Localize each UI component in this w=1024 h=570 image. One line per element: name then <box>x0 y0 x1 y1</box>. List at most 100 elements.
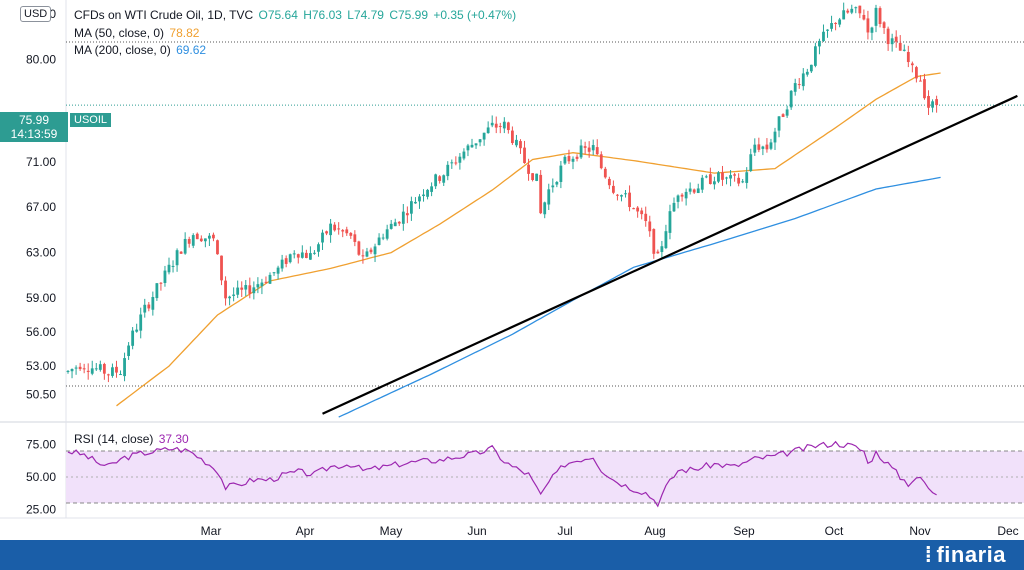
candle <box>208 233 211 247</box>
candle <box>846 8 850 14</box>
candle-body <box>519 141 522 149</box>
candle <box>789 90 793 110</box>
candle <box>745 167 749 189</box>
time-tick-label: Aug <box>644 524 665 538</box>
candle-body <box>551 185 555 188</box>
candle <box>458 153 462 170</box>
candle-body <box>494 123 498 128</box>
candle <box>462 148 466 161</box>
candle-body <box>325 231 328 234</box>
candle-body <box>236 287 240 295</box>
candle-body <box>244 285 248 290</box>
candle-body <box>688 188 692 192</box>
candle <box>240 281 244 298</box>
candle-body <box>931 101 934 108</box>
candle-body <box>260 282 264 287</box>
currency-badge[interactable]: USD <box>20 6 52 22</box>
candle <box>442 174 446 186</box>
legend-rsi[interactable]: RSI (14, close) 37.30 <box>74 432 189 446</box>
candle <box>898 35 902 51</box>
candle-body <box>765 144 769 150</box>
candle-body <box>228 296 231 299</box>
candle <box>676 194 680 209</box>
candle-body <box>660 246 664 253</box>
candle <box>579 139 583 160</box>
price-tick-label: 59.00 <box>26 291 56 305</box>
candle <box>454 156 458 166</box>
legend-ma50[interactable]: MA (50, close, 0) 78.82 <box>74 26 199 40</box>
candle <box>567 149 571 164</box>
candle <box>781 113 785 118</box>
candle <box>179 251 183 254</box>
candle <box>620 194 623 202</box>
candle <box>224 276 227 306</box>
candle <box>381 233 385 241</box>
candle <box>733 172 736 182</box>
candle-body <box>426 189 429 197</box>
candle <box>607 176 611 190</box>
candle-body <box>187 238 191 244</box>
time-tick-label: May <box>380 524 403 538</box>
candle-body <box>434 174 438 187</box>
ma200-value: 69.62 <box>176 43 207 57</box>
candle <box>159 282 163 291</box>
candle-body <box>814 46 817 66</box>
candle <box>519 139 522 154</box>
candle-body <box>898 42 902 51</box>
candle-body <box>906 51 910 63</box>
candle <box>401 204 405 231</box>
candle <box>256 277 260 294</box>
candle-body <box>143 304 147 313</box>
candle-body <box>454 162 458 164</box>
candle-body <box>822 31 825 42</box>
candle <box>74 365 78 375</box>
candle-body <box>834 22 837 24</box>
grid-layer <box>0 0 1024 519</box>
candle-body <box>591 145 595 151</box>
candle-body <box>490 122 494 126</box>
candle <box>547 183 551 211</box>
candle <box>551 178 555 193</box>
candle <box>373 243 377 263</box>
chart-legend-main[interactable]: CFDs on WTI Crude Oil, 1D, TVC O75.64 H7… <box>74 8 516 22</box>
candle <box>644 206 648 227</box>
candle-body <box>438 176 442 181</box>
candle <box>878 6 882 28</box>
candle <box>107 373 110 383</box>
candle <box>337 222 341 235</box>
candle <box>717 171 720 184</box>
rsi-pane <box>66 440 1024 508</box>
candle <box>814 42 817 68</box>
candle-body <box>607 178 611 186</box>
legend-ma200[interactable]: MA (200, close, 0) 69.62 <box>74 43 206 57</box>
candle-body <box>203 238 207 242</box>
candle-body <box>935 99 938 106</box>
ma50-label: MA (50, close, 0) <box>74 26 165 40</box>
candles <box>66 2 938 383</box>
candle <box>490 115 494 128</box>
candle-body <box>264 281 268 283</box>
candle <box>559 160 563 189</box>
rsi-tick-label: 50.00 <box>26 470 56 484</box>
candle <box>143 298 147 318</box>
candle <box>902 44 906 52</box>
candle-body <box>256 284 260 288</box>
candle <box>700 174 704 193</box>
price-tick-label: 56.00 <box>26 325 56 339</box>
candle <box>866 10 870 40</box>
candle-body <box>458 156 462 163</box>
candle-body <box>603 168 607 178</box>
candle-body <box>927 95 930 108</box>
candle <box>446 161 450 181</box>
candle-body <box>886 28 890 45</box>
candle-body <box>672 202 676 212</box>
candle-body <box>361 255 365 257</box>
candle <box>535 173 539 182</box>
candle <box>236 280 240 299</box>
candle-body <box>579 145 583 158</box>
candle <box>704 174 708 179</box>
candle-body <box>502 121 506 129</box>
chart-title: CFDs on WTI Crude Oil, 1D, TVC <box>74 8 254 22</box>
candle-body <box>583 146 587 148</box>
candle-body <box>777 116 781 131</box>
